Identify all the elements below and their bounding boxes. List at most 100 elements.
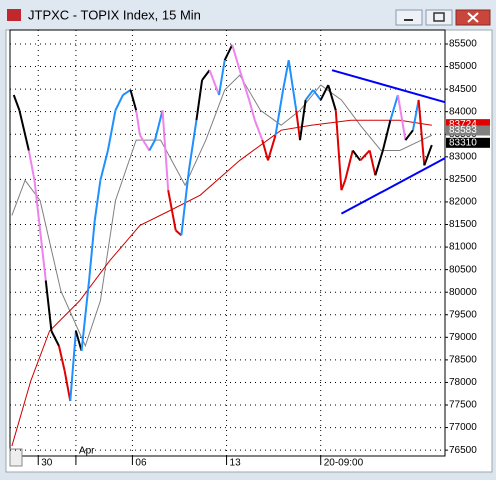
price-segment: [231, 44, 241, 71]
price-segment: [374, 150, 384, 176]
price-segment: [12, 94, 21, 111]
y-tick-label: 83000: [449, 151, 477, 162]
price-segment: [319, 84, 330, 101]
price-segment: [187, 120, 198, 171]
y-tick-label: 85500: [449, 39, 477, 50]
price-segment: [99, 150, 109, 181]
trendline: [340, 157, 446, 215]
price-segment: [114, 94, 124, 111]
price-segment: [148, 139, 156, 151]
plot-area: [9, 29, 446, 457]
price-segment: [359, 149, 371, 162]
price-segment: [417, 99, 426, 166]
price-segment: [423, 144, 433, 166]
y-tick-label: 80500: [449, 264, 477, 275]
price-segment: [248, 99, 256, 121]
price-segment: [80, 280, 91, 351]
price-segment: [154, 110, 164, 141]
y-tick-label: 81000: [449, 242, 477, 253]
price-segment: [161, 110, 170, 191]
price-segment: [304, 89, 314, 101]
price-segment: [340, 179, 347, 191]
y-tick-label: 78500: [449, 355, 477, 366]
price-segment: [274, 89, 285, 136]
price-segment: [180, 170, 190, 236]
price-segment: [295, 110, 301, 141]
y-tick-label: 84500: [449, 84, 477, 95]
moving-average: [11, 74, 433, 348]
y-tick-label: 84000: [449, 106, 477, 117]
price-segment: [135, 110, 141, 136]
price-segment: [351, 149, 362, 162]
price-segment: [69, 330, 77, 402]
y-tick-label: 85000: [449, 61, 477, 72]
price-segment: [238, 69, 251, 101]
y-tick-label: 78000: [449, 377, 477, 388]
price-marker-label: 83310: [449, 137, 477, 148]
price-segment: [139, 134, 151, 152]
y-tick-label: 77000: [449, 422, 477, 433]
price-marker: [446, 137, 490, 148]
price-segment: [404, 129, 414, 141]
price-segment: [50, 330, 60, 347]
scroll-box[interactable]: [9, 448, 23, 467]
minimize-button[interactable]: [395, 9, 423, 26]
y-tick-label: 81500: [449, 219, 477, 230]
x-tick-label: 13: [230, 458, 242, 469]
price-segment: [218, 60, 226, 96]
price-segment: [381, 120, 392, 151]
price-segment: [167, 190, 177, 231]
x-tick-label: 20-09:00: [324, 458, 364, 469]
y-tick-label: 77500: [449, 400, 477, 411]
price-segment: [253, 119, 264, 141]
price-marker: [446, 119, 490, 130]
y-tick-label: 82000: [449, 197, 477, 208]
price-segment: [344, 150, 354, 181]
price-marker-label: 83724: [449, 119, 477, 130]
price-segment: [93, 180, 102, 221]
price-segment: [129, 89, 138, 111]
price-segment: [287, 60, 298, 111]
price-segment: [63, 370, 72, 402]
price-segment: [57, 345, 66, 371]
window-icon: [7, 9, 21, 21]
price-marker: [446, 125, 490, 136]
x-tick-label: Apr: [79, 446, 95, 457]
price-segment: [27, 150, 36, 181]
price-segment: [175, 229, 183, 237]
price-segment: [74, 330, 83, 352]
price-segment: [299, 99, 307, 141]
price-segment: [106, 110, 117, 151]
price-segment: [412, 99, 420, 131]
price-segment: [195, 79, 204, 121]
price-segment: [334, 110, 343, 191]
price-segment: [122, 89, 132, 96]
price-segment: [44, 280, 53, 332]
price-segment: [282, 60, 290, 91]
price-segment: [18, 110, 30, 151]
price-segment: [327, 84, 337, 111]
x-tick-label: 30: [41, 458, 53, 469]
price-segment: [389, 94, 399, 121]
price-segment: [33, 180, 42, 231]
price-segment: [223, 44, 234, 61]
close-icon: [467, 12, 479, 23]
y-tick-label: 80000: [449, 287, 477, 298]
price-segment: [368, 150, 377, 176]
price-segment: [201, 69, 211, 81]
y-tick-label: 82500: [449, 174, 477, 185]
maximize-button[interactable]: [425, 9, 453, 26]
trendline: [331, 69, 446, 104]
maximize-icon: [433, 12, 445, 22]
x-tick-label: 06: [135, 458, 147, 469]
price-segment: [39, 230, 47, 281]
y-tick-label: 79500: [449, 309, 477, 320]
price-marker-label: 83583: [449, 125, 477, 136]
price-segment: [312, 89, 322, 101]
price-segment: [267, 134, 277, 161]
y-tick-label: 79000: [449, 332, 477, 343]
price-segment: [261, 139, 269, 161]
price-segment: [396, 94, 407, 141]
